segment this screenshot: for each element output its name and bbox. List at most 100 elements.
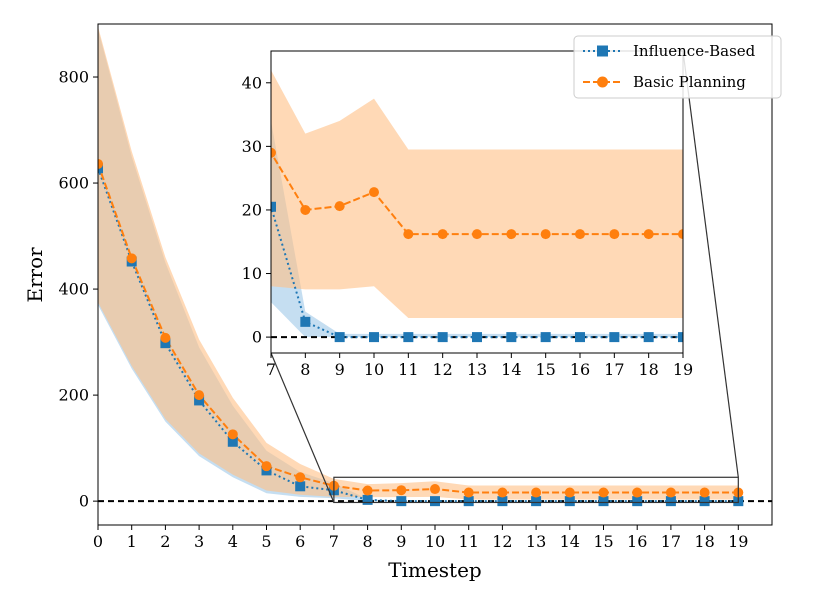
main-point-influence-based: [497, 496, 508, 507]
main-x-tick-label: 4: [228, 532, 238, 551]
main-x-tick-label: 1: [127, 532, 137, 551]
main-point-influence-based: [295, 481, 306, 492]
inset-point-basic-planning: [232, 46, 242, 56]
main-x-tick-label: 12: [492, 532, 512, 551]
main-point-basic-planning: [396, 485, 407, 496]
inset-point-basic-planning: [369, 187, 379, 198]
inset-point-basic-planning: [403, 229, 414, 240]
main-point-influence-based: [362, 494, 373, 505]
inset-plot-area: 7 8 9 10 11 12 13 14 15 16 17 18 19 0 10 20 30 40: [232, 46, 693, 379]
main-x-tick-label: 3: [194, 532, 204, 551]
inset-point-influence-based: [369, 332, 379, 343]
main-point-basic-planning: [98, 158, 103, 169]
inset-point-basic-planning: [506, 229, 517, 240]
main-x-tick-label: 18: [694, 532, 714, 551]
inset-band-basic-planning: [271, 70, 683, 319]
inset-point-influence-based: [609, 332, 620, 343]
inset-point-influence-based: [575, 332, 585, 343]
inset-line-influence-based: [271, 205, 683, 339]
main-point-influence-based: [531, 496, 542, 507]
legend-box: [573, 35, 782, 99]
inset-point-influence-based: [232, 154, 242, 164]
inset-point-basic-planning: [437, 229, 448, 240]
inset-point-influence-based: [437, 332, 448, 343]
main-x-tick-label: 15: [593, 532, 613, 551]
inset-point-influence-based: [403, 332, 414, 343]
inset-x-tick-label: 17: [604, 360, 624, 379]
legend-label-basic-planning: Basic Planning: [633, 73, 746, 91]
main-x-tick-label: 7: [329, 532, 339, 551]
main-point-basic-planning: [598, 487, 609, 498]
main-point-influence-based: [430, 496, 440, 507]
inset-x-tick-label: 10: [364, 360, 384, 379]
legend-entry-basic-planning: Basic Planning: [583, 73, 746, 91]
y-axis-label: Error: [23, 247, 47, 303]
inset-point-influence-based: [506, 332, 517, 343]
inset-x-tick-label: 8: [300, 360, 310, 379]
main-point-basic-planning: [430, 484, 440, 495]
main-point-basic-planning: [699, 487, 710, 498]
inset-point-basic-planning: [334, 201, 345, 212]
main-y-tick-label: 600: [58, 174, 89, 193]
inset-point-basic-planning: [678, 229, 683, 240]
inset-line-basic-planning: [271, 149, 683, 236]
inset-point-basic-planning: [575, 229, 585, 240]
inset-point-influence-based: [678, 332, 683, 343]
main-x-tick-label: 8: [363, 532, 373, 551]
main-x-tick-label: 0: [93, 532, 103, 551]
inset-x-tick-label: 7: [266, 360, 276, 379]
inset-y-tick-label: 10: [242, 264, 262, 283]
main-y-tick-label: 200: [58, 386, 89, 405]
main-point-basic-planning: [126, 253, 137, 264]
main-point-influence-based: [564, 496, 575, 507]
inset-x-tick-label: 13: [467, 360, 487, 379]
main-point-influence-based: [227, 436, 238, 447]
main-point-basic-planning: [227, 429, 238, 440]
inset-point-influence-based: [300, 316, 311, 327]
inset-point-influence-based: [643, 332, 654, 343]
legend-marker-circle: [597, 76, 608, 88]
main-point-basic-planning: [362, 485, 373, 496]
inset-y-tick-label: 30: [242, 137, 262, 156]
inset-x-tick-label: 9: [335, 360, 345, 379]
main-point-influence-based: [194, 395, 205, 406]
inset-point-basic-planning: [472, 229, 482, 240]
main-x-tick-label: 17: [661, 532, 681, 551]
inset-y-tick-label: 40: [242, 73, 262, 92]
main-line-basic-planning: [98, 163, 739, 494]
main-x-tick-label: 2: [160, 532, 170, 551]
inset-point-basic-planning: [271, 147, 276, 158]
x-axis-label: Timestep: [388, 558, 481, 582]
main-point-basic-planning: [261, 461, 272, 472]
inset-point-influence-based: [540, 332, 551, 343]
inset-point-influence-based: [472, 332, 482, 343]
inset-y-tick-label: 20: [242, 200, 262, 219]
zoom-connector-left: [270, 352, 335, 503]
inset-x-tick-label: 19: [673, 360, 693, 379]
main-x-tick-label: 13: [526, 532, 546, 551]
inset-x-tick-label: 12: [432, 360, 452, 379]
legend-entry-influence-based: Influence-Based: [583, 42, 756, 60]
main-plot-area: 0 1 2 3 4 5 6 7 8 9 10 11 12 13 14 15 16 17 18 19 020040060…: [23, 23, 773, 582]
inset-point-basic-planning: [609, 229, 620, 240]
legend: Influence-Based Basic Planning: [573, 35, 782, 99]
zoom-indicator: [270, 50, 739, 504]
inset-point-basic-planning: [540, 229, 551, 240]
inset-x-tick-label: 14: [501, 360, 521, 379]
main-point-influence-based: [160, 338, 171, 349]
main-point-influence-based: [598, 496, 609, 507]
main-line-influence-based: [98, 167, 739, 503]
main-x-tick-label: 10: [425, 532, 445, 551]
main-y-tick-label: 400: [58, 280, 89, 299]
inset-x-tick-label: 11: [398, 360, 418, 379]
legend-marker-square: [597, 45, 608, 57]
inset-y-tick-label: 0: [252, 328, 262, 347]
main-point-influence-based: [632, 496, 643, 507]
zoom-connector-right: [682, 50, 739, 478]
main-y-tick-label: 800: [58, 68, 89, 87]
main-x-tick-label: 19: [728, 532, 748, 551]
legend-label-influence-based: Influence-Based: [633, 42, 756, 60]
main-point-basic-planning: [632, 487, 643, 498]
main-point-basic-planning: [665, 487, 676, 498]
